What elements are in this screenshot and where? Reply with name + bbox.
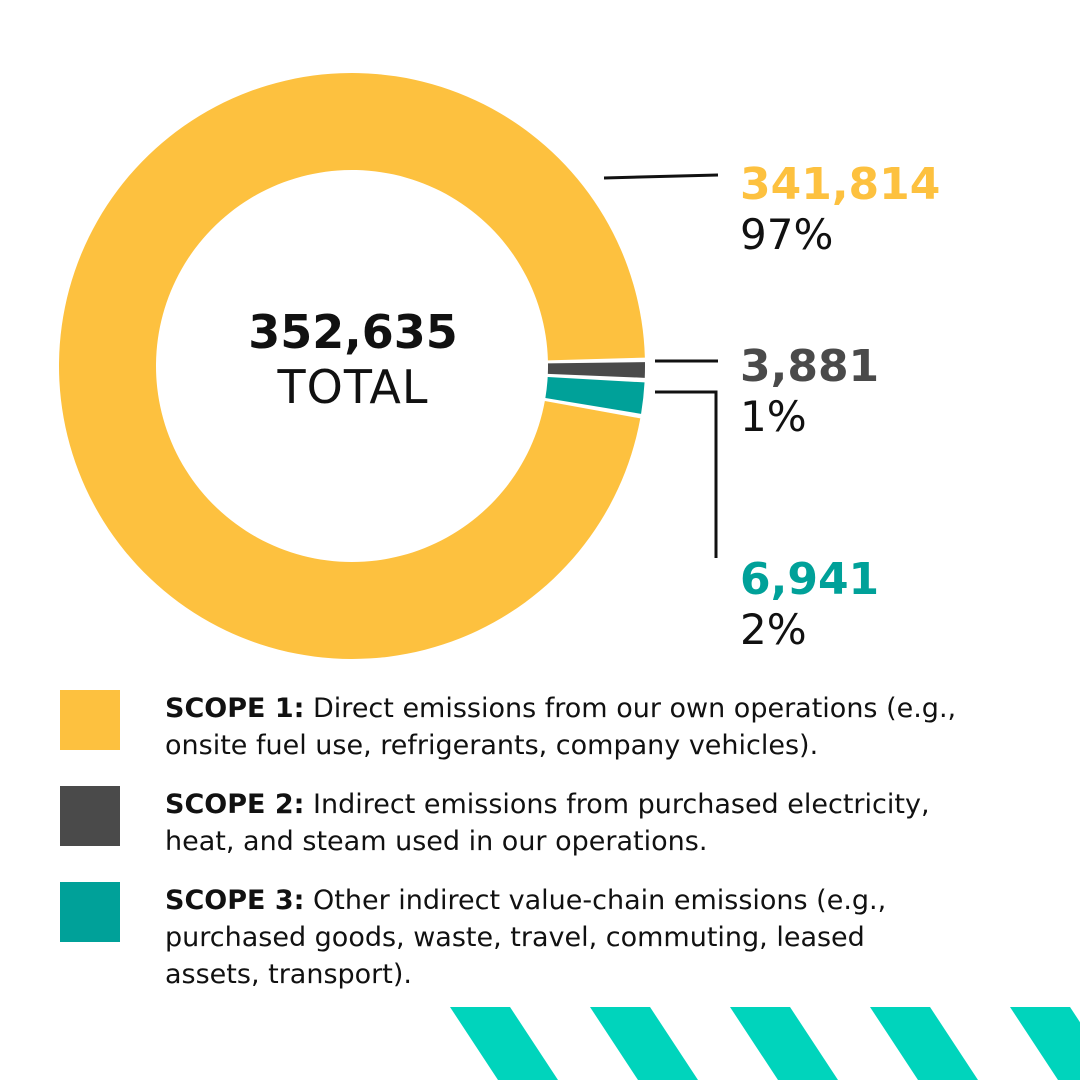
stripe-2 (590, 1007, 698, 1080)
total-value: 352,635 (248, 305, 458, 359)
donut-chart (59, 72, 719, 659)
slice-scope-1 (59, 72, 645, 659)
scope-1-percent: 97% (740, 210, 834, 259)
scope-3-value: 6,941 (740, 554, 880, 605)
scope-1-swatch (60, 690, 120, 750)
stripe-5 (1010, 1007, 1080, 1080)
total-label: TOTAL (277, 360, 429, 414)
scope-3-description: SCOPE 3: Other indirect value-chain emis… (165, 882, 965, 993)
scope-3-percent: 2% (740, 605, 807, 654)
scope-1-title: SCOPE 1: (165, 693, 305, 724)
scope-2-title: SCOPE 2: (165, 789, 305, 820)
scope-3-title: SCOPE 3: (165, 885, 305, 916)
scope-2-swatch (60, 786, 120, 846)
slice-scope-2 (547, 362, 645, 378)
stripe-1 (450, 1007, 558, 1080)
callout-scope-2: 3,881 1% (740, 342, 879, 442)
stripe-4 (870, 1007, 978, 1080)
scope-1-text: Direct emissions from our own operations… (165, 693, 957, 761)
scope-2-description: SCOPE 2: Indirect emissions from purchas… (165, 786, 965, 860)
scope-2-value: 3,881 (740, 341, 880, 392)
scope-3-text: Other indirect value-chain emissions (e.… (165, 885, 887, 990)
scope-2-percent: 1% (740, 392, 807, 441)
scope-3-swatch (60, 882, 120, 942)
callout-scope-3: 6,941 2% (740, 555, 879, 655)
leader-scope-3 (655, 390, 718, 558)
total-block: 352,635 TOTAL (198, 305, 508, 415)
scope-1-value: 341,814 (740, 159, 941, 210)
scope-2-text: Indirect emissions from purchased electr… (165, 789, 930, 857)
stripe-3 (730, 1007, 838, 1080)
callout-scope-1: 341,814 97% (740, 160, 940, 260)
leader-scope-1 (603, 173, 719, 180)
scope-1-description: SCOPE 1: Direct emissions from our own o… (165, 690, 965, 764)
slice-scope-3 (545, 376, 645, 414)
